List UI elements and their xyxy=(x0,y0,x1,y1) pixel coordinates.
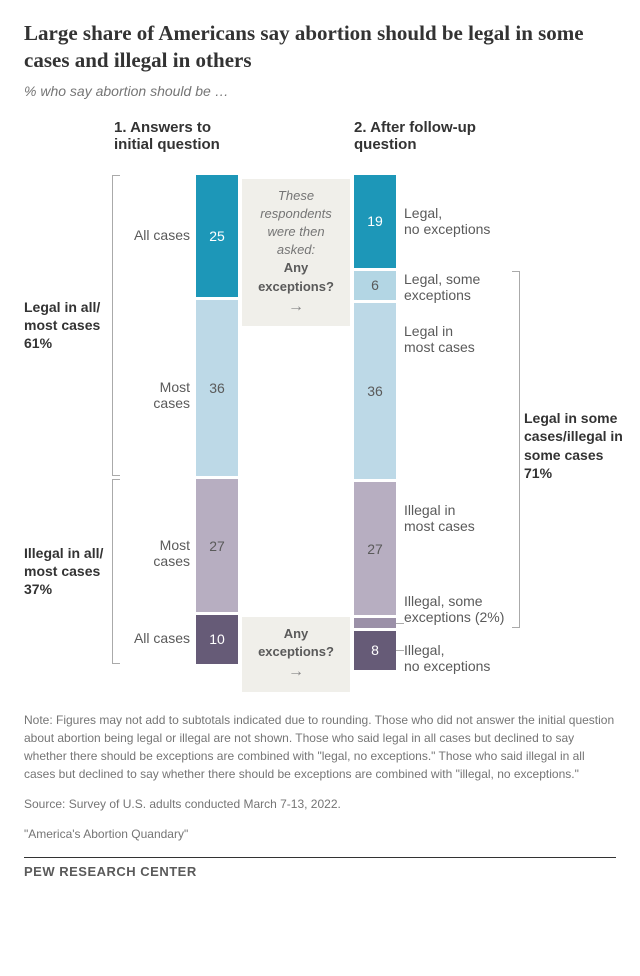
bar1-label-all-legal: All cases xyxy=(122,227,190,243)
bar-initial: 25 36 27 10 xyxy=(196,175,238,664)
chart-source: Source: Survey of U.S. adults conducted … xyxy=(24,795,616,813)
bar2-illegal-someexc xyxy=(354,618,396,628)
chart-title: Large share of Americans say abortion sh… xyxy=(24,20,616,75)
bar1-all-legal: 25 xyxy=(196,175,238,298)
callout-top: These respondents were then asked: Any e… xyxy=(242,179,350,327)
column-1-header: 1. Answers to initial question xyxy=(114,119,254,153)
bar2-legal-someexc: 6 xyxy=(354,271,396,300)
bracket-mixed-right xyxy=(512,271,520,628)
bar2-label-illegal-most: Illegal inmost cases xyxy=(404,502,524,534)
pointer-illegal-someexc xyxy=(396,623,404,624)
bracket-mixed-right-label: Legal in some cases/illegal in some case… xyxy=(524,409,624,482)
bar1-most-legal: 36 xyxy=(196,300,238,476)
bar2-label-legal-most: Legal inmost cases xyxy=(404,323,524,355)
bar2-label-illegal-someexc: Illegal, someexceptions (2%) xyxy=(404,593,564,625)
bracket-legal-left-label: Legal in all/most cases61% xyxy=(24,298,114,353)
chart-note: Note: Figures may not add to subtotals i… xyxy=(24,711,616,783)
bar-followup: 19 6 36 27 8 xyxy=(354,175,396,670)
bar2-label-illegal-noexc: Illegal,no exceptions xyxy=(404,642,544,674)
bar1-all-illegal: 10 xyxy=(196,615,238,664)
bar2-illegal-most: 27 xyxy=(354,482,396,614)
bar2-legal-most: 36 xyxy=(354,303,396,479)
arrow-icon: → xyxy=(288,298,304,315)
footer-org: PEW RESEARCH CENTER xyxy=(24,864,616,879)
bar1-label-most-legal: Most cases xyxy=(122,379,190,411)
column-2-header: 2. After follow-up question xyxy=(354,119,514,153)
bar2-label-legal-noexc: Legal,no exceptions xyxy=(404,205,524,237)
bracket-illegal-left-label: Illegal in all/most cases37% xyxy=(24,544,114,599)
bar1-label-all-illegal: All cases xyxy=(122,630,190,646)
bar2-label-legal-someexc: Legal, someexceptions xyxy=(404,271,524,303)
bar1-most-illegal: 27 xyxy=(196,479,238,611)
footer-divider: PEW RESEARCH CENTER xyxy=(24,857,616,879)
arrow-icon: → xyxy=(288,663,304,680)
bar1-label-most-illegal: Most cases xyxy=(122,537,190,569)
bar2-illegal-noexc: 8 xyxy=(354,631,396,670)
callout-bottom: Any exceptions? → xyxy=(242,617,350,692)
pointer-illegal-noexc xyxy=(396,650,404,651)
bar2-legal-noexc: 19 xyxy=(354,175,396,268)
chart-subtitle: % who say abortion should be … xyxy=(24,83,616,99)
chart-area: 1. Answers to initial question 2. After … xyxy=(24,119,616,699)
chart-report: "America's Abortion Quandary" xyxy=(24,825,616,843)
